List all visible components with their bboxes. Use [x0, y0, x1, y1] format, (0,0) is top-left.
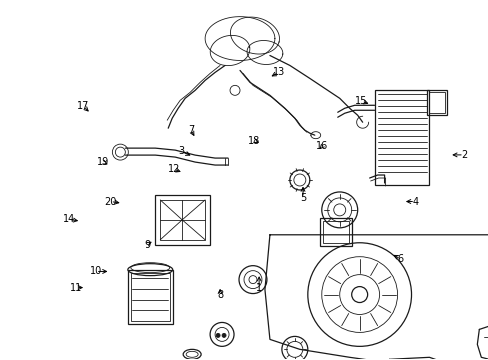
Text: 12: 12: [167, 164, 180, 174]
Text: 14: 14: [62, 215, 75, 224]
Text: 19: 19: [97, 157, 109, 167]
Text: 10: 10: [89, 266, 102, 276]
Bar: [427, 90, 447, 115]
Text: 3: 3: [178, 146, 184, 156]
Bar: [160, 200, 204, 240]
Text: 13: 13: [272, 67, 284, 77]
Bar: [374, 90, 428, 185]
Text: 16: 16: [316, 141, 328, 151]
Text: 2: 2: [460, 150, 466, 160]
Text: 6: 6: [397, 254, 403, 264]
Text: 7: 7: [187, 125, 194, 135]
Text: 8: 8: [217, 290, 223, 300]
Text: 5: 5: [299, 193, 305, 203]
Bar: [322, 221, 348, 243]
Text: 11: 11: [70, 283, 82, 293]
Text: 17: 17: [77, 102, 90, 112]
Bar: [128, 270, 173, 324]
Bar: [155, 195, 210, 245]
Bar: [319, 218, 351, 246]
Text: 15: 15: [355, 96, 367, 106]
Text: 4: 4: [411, 197, 417, 207]
Bar: [428, 92, 445, 113]
Circle shape: [216, 333, 220, 337]
Text: 18: 18: [247, 136, 260, 145]
Bar: [131, 273, 170, 321]
Circle shape: [222, 333, 225, 337]
Text: 20: 20: [104, 197, 116, 207]
Text: 1: 1: [256, 283, 262, 293]
Text: 9: 9: [143, 239, 150, 249]
